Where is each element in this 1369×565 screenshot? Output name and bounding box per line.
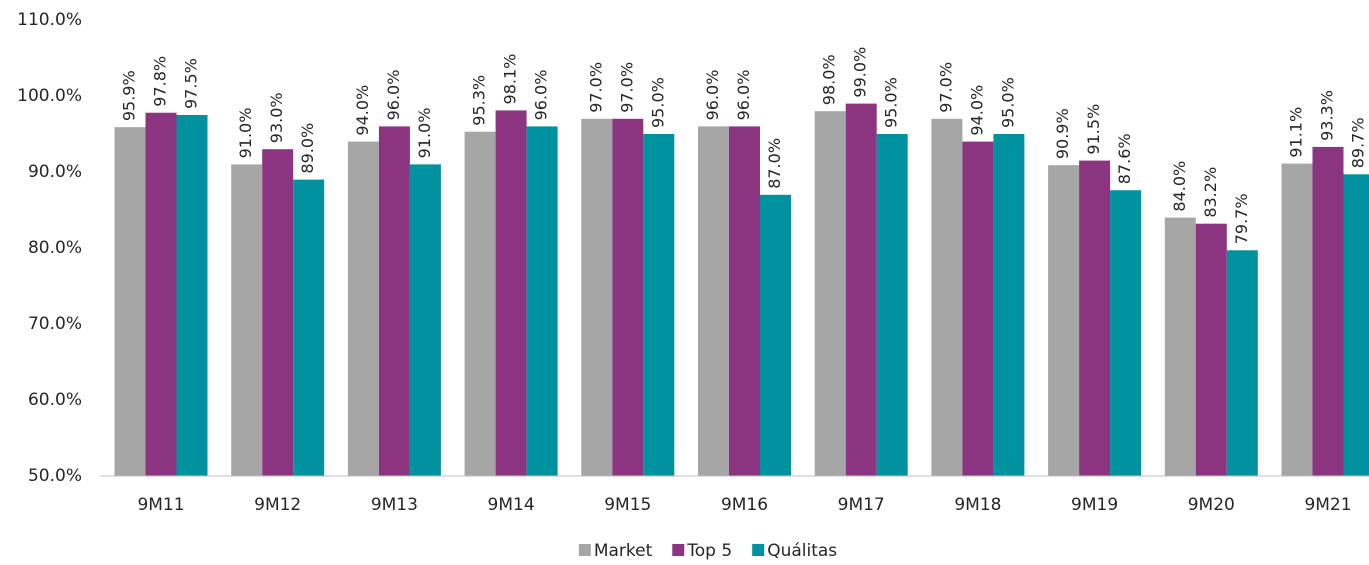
bar	[1312, 146, 1344, 477]
value-label: 95.0%	[998, 77, 1017, 128]
value-label: 89.7%	[1349, 117, 1368, 168]
value-label: 97.8%	[151, 56, 170, 107]
value-label: 91.0%	[415, 108, 434, 159]
legend: Market Top 5 Quálitas	[578, 541, 837, 561]
bar	[1281, 163, 1313, 476]
bar	[262, 149, 294, 476]
bar	[145, 112, 177, 476]
value-label: 97.0%	[586, 62, 605, 113]
bar	[993, 134, 1025, 476]
x-tick-label: 9M15	[604, 495, 651, 515]
value-label: 97.5%	[182, 58, 201, 109]
bar	[1343, 174, 1369, 476]
value-label: 91.0%	[236, 108, 255, 159]
bar	[347, 141, 379, 476]
value-label: 83.2%	[1201, 167, 1220, 218]
y-tick-label: 70.0%	[28, 314, 82, 334]
bar	[293, 179, 325, 476]
value-label: 95.0%	[648, 77, 667, 128]
x-tick-label: 9M21	[1304, 495, 1351, 515]
y-tick-label: 60.0%	[28, 390, 82, 410]
value-label: 87.0%	[765, 138, 784, 189]
value-label: 96.0%	[384, 70, 403, 121]
legend-swatch	[672, 544, 685, 556]
x-tick-label: 9M19	[1071, 495, 1118, 515]
legend-label: Market	[594, 541, 653, 561]
value-label: 97.0%	[617, 62, 636, 113]
bar	[464, 131, 496, 476]
bar	[1079, 160, 1111, 476]
bar	[1226, 250, 1258, 476]
value-label: 89.0%	[298, 123, 317, 174]
y-tick-label: 50.0%	[28, 466, 82, 486]
x-tick-label: 9M16	[721, 495, 768, 515]
y-tick-label: 90.0%	[28, 162, 82, 182]
bar	[962, 141, 994, 476]
bar	[845, 103, 877, 476]
bar	[1164, 217, 1196, 476]
bar	[409, 164, 441, 476]
value-label: 96.0%	[532, 70, 551, 121]
bar	[581, 118, 613, 477]
value-label: 84.0%	[1170, 161, 1189, 212]
value-label: 95.3%	[470, 75, 489, 126]
value-label: 87.6%	[1115, 133, 1134, 184]
bar	[1110, 190, 1142, 477]
bar	[643, 134, 675, 476]
bar	[114, 127, 146, 476]
legend-swatch	[578, 544, 591, 556]
value-label: 91.5%	[1084, 104, 1103, 155]
value-label: 93.3%	[1318, 90, 1337, 141]
value-label: 96.0%	[734, 70, 753, 121]
value-label: 94.0%	[353, 85, 372, 136]
value-label: 90.9%	[1053, 108, 1072, 159]
x-tick-label: 9M18	[954, 495, 1001, 515]
x-tick-label: 9M13	[371, 495, 418, 515]
bar	[612, 118, 644, 477]
value-label: 95.0%	[882, 77, 901, 128]
bar	[176, 115, 208, 476]
bar	[931, 118, 963, 477]
value-label: 96.0%	[703, 70, 722, 121]
value-label: 95.9%	[120, 70, 139, 121]
bar	[1048, 165, 1080, 476]
value-label: 98.1%	[501, 54, 520, 105]
bar	[526, 126, 558, 477]
x-tick-label: 9M17	[838, 495, 885, 515]
legend-label: Quálitas	[767, 541, 837, 561]
y-tick-label: 100.0%	[17, 86, 82, 106]
bar	[495, 110, 527, 476]
bar	[729, 126, 760, 477]
value-label: 94.0%	[967, 85, 986, 136]
bar	[1195, 223, 1227, 476]
bar	[876, 134, 908, 476]
bar	[378, 126, 410, 477]
bar	[814, 111, 846, 476]
value-label: 99.0%	[851, 47, 870, 98]
y-tick-label: 110.0%	[17, 10, 82, 30]
x-tick-label: 9M20	[1188, 495, 1235, 515]
value-label: 93.0%	[267, 92, 286, 143]
x-tick-label: 9M12	[254, 495, 301, 515]
bar	[760, 194, 791, 477]
value-label: 97.0%	[936, 62, 955, 113]
x-tick-label: 9M14	[488, 495, 535, 515]
y-tick-label: 80.0%	[28, 238, 82, 258]
value-label: 98.0%	[820, 54, 839, 105]
value-label: 79.7%	[1232, 193, 1251, 244]
legend-label: Top 5	[686, 541, 732, 561]
x-tick-label: 9M11	[137, 495, 184, 515]
bar	[231, 164, 263, 476]
bar	[698, 126, 729, 477]
legend-swatch	[752, 544, 765, 556]
value-label: 91.1%	[1287, 107, 1306, 158]
